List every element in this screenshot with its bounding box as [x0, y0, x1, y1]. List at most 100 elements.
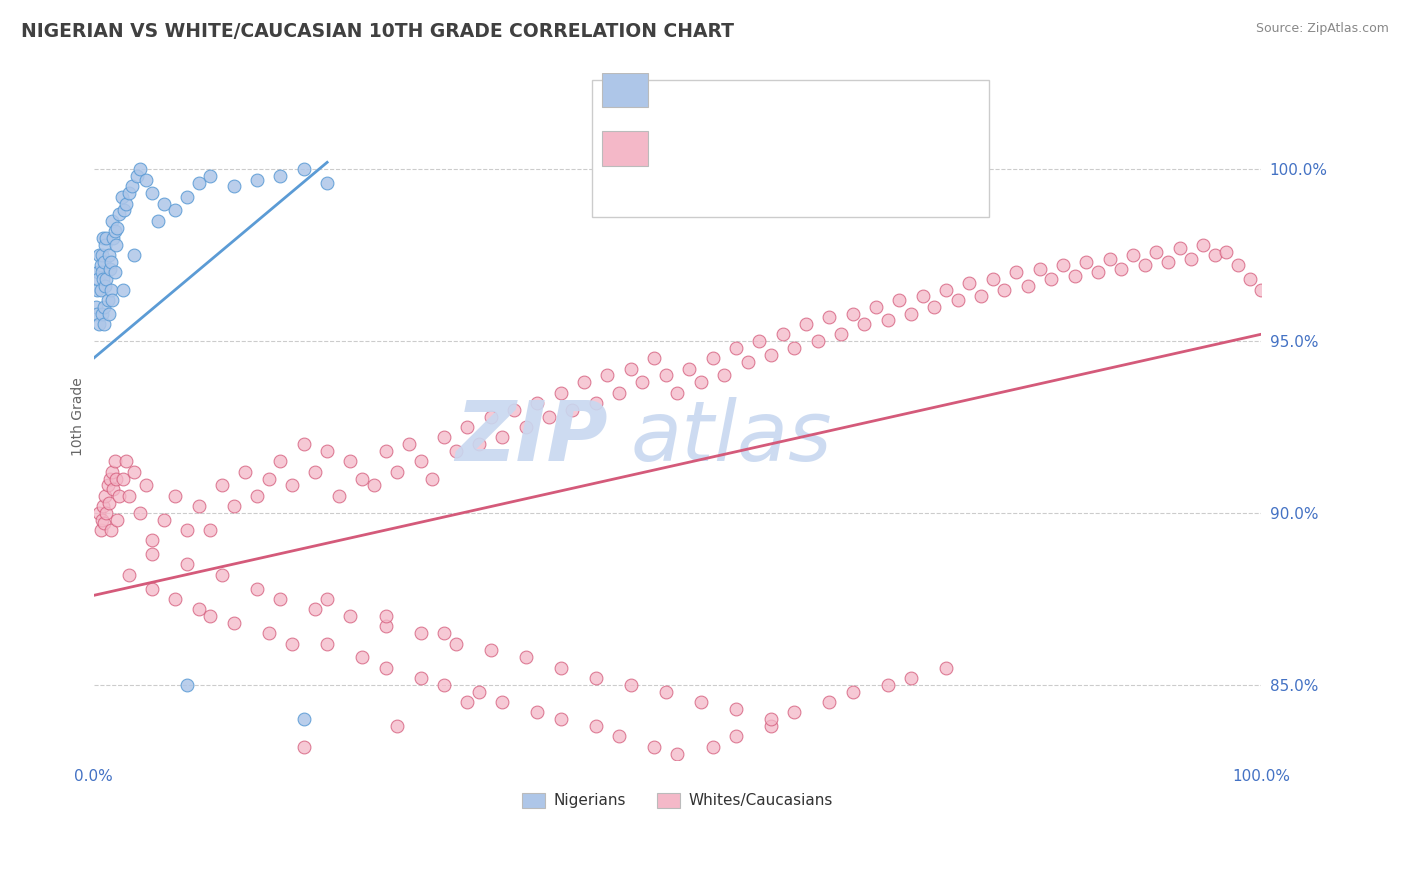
Point [176, 190, 198, 204]
Point [853, 317, 876, 331]
Point [86, 283, 108, 297]
Point [97, 248, 120, 262]
Point [550, 385, 572, 400]
Point [537, 409, 560, 424]
Point [112, 203, 135, 218]
Point [724, 729, 747, 743]
Point [515, 650, 537, 665]
Point [585, 719, 607, 733]
Point [91, 272, 114, 286]
Point [124, 465, 146, 479]
Point [103, 231, 125, 245]
Point [91, 231, 114, 245]
Point [993, 283, 1015, 297]
Point [724, 702, 747, 716]
Point [165, 203, 187, 218]
Point [211, 567, 233, 582]
Point [152, 513, 174, 527]
Point [678, 361, 700, 376]
FancyBboxPatch shape [592, 80, 990, 218]
Point [1098, 252, 1121, 266]
Point [146, 214, 169, 228]
Point [281, 478, 304, 492]
Point [1250, 283, 1272, 297]
Point [1087, 265, 1109, 279]
Text: R = 0.724   N = 200: R = 0.724 N = 200 [662, 139, 845, 158]
Point [97, 293, 120, 307]
Point [841, 307, 863, 321]
Point [620, 361, 643, 376]
Point [104, 471, 127, 485]
Point [108, 207, 131, 221]
Point [876, 313, 898, 327]
Point [724, 341, 747, 355]
Y-axis label: 10th Grade: 10th Grade [72, 377, 86, 456]
Point [515, 420, 537, 434]
Point [117, 489, 139, 503]
Point [141, 582, 163, 596]
Point [737, 354, 759, 368]
Point [141, 547, 163, 561]
Point [97, 495, 120, 509]
Point [187, 602, 209, 616]
Point [292, 437, 315, 451]
Point [759, 719, 782, 733]
Point [911, 289, 934, 303]
Point [200, 523, 222, 537]
Point [269, 454, 291, 468]
Point [97, 307, 120, 321]
Point [935, 283, 957, 297]
Point [807, 334, 830, 348]
Point [818, 310, 841, 324]
Point [643, 739, 665, 754]
Point [1180, 252, 1202, 266]
Point [468, 437, 491, 451]
Point [713, 368, 735, 383]
Point [339, 454, 361, 468]
Point [235, 465, 257, 479]
Point [374, 660, 396, 674]
Point [89, 506, 111, 520]
Point [655, 368, 678, 383]
Point [1017, 279, 1039, 293]
Point [125, 169, 148, 183]
Point [702, 351, 724, 366]
Point [433, 430, 456, 444]
Point [666, 385, 689, 400]
Point [1005, 265, 1028, 279]
Point [91, 499, 114, 513]
Point [550, 660, 572, 674]
Point [90, 523, 112, 537]
Point [1157, 255, 1180, 269]
Point [748, 334, 770, 348]
Point [572, 376, 595, 390]
Point [87, 272, 110, 286]
Point [101, 293, 124, 307]
Point [526, 706, 548, 720]
Point [865, 300, 887, 314]
Point [316, 636, 339, 650]
Point [689, 695, 711, 709]
Point [420, 471, 443, 485]
Point [121, 179, 143, 194]
Point [1122, 248, 1144, 262]
Point [129, 162, 152, 177]
Point [456, 420, 478, 434]
Point [90, 513, 112, 527]
Point [772, 327, 794, 342]
Point [1227, 259, 1250, 273]
Point [98, 261, 121, 276]
Text: Source: ZipAtlas.com: Source: ZipAtlas.com [1256, 22, 1389, 36]
Point [100, 283, 122, 297]
Point [246, 489, 269, 503]
Point [96, 272, 118, 286]
Point [759, 712, 782, 726]
Point [90, 283, 112, 297]
Point [468, 684, 491, 698]
Point [1168, 241, 1191, 255]
Point [1052, 259, 1074, 273]
Point [339, 609, 361, 624]
Text: ZIP: ZIP [454, 397, 607, 478]
Point [841, 684, 863, 698]
Point [900, 671, 922, 685]
